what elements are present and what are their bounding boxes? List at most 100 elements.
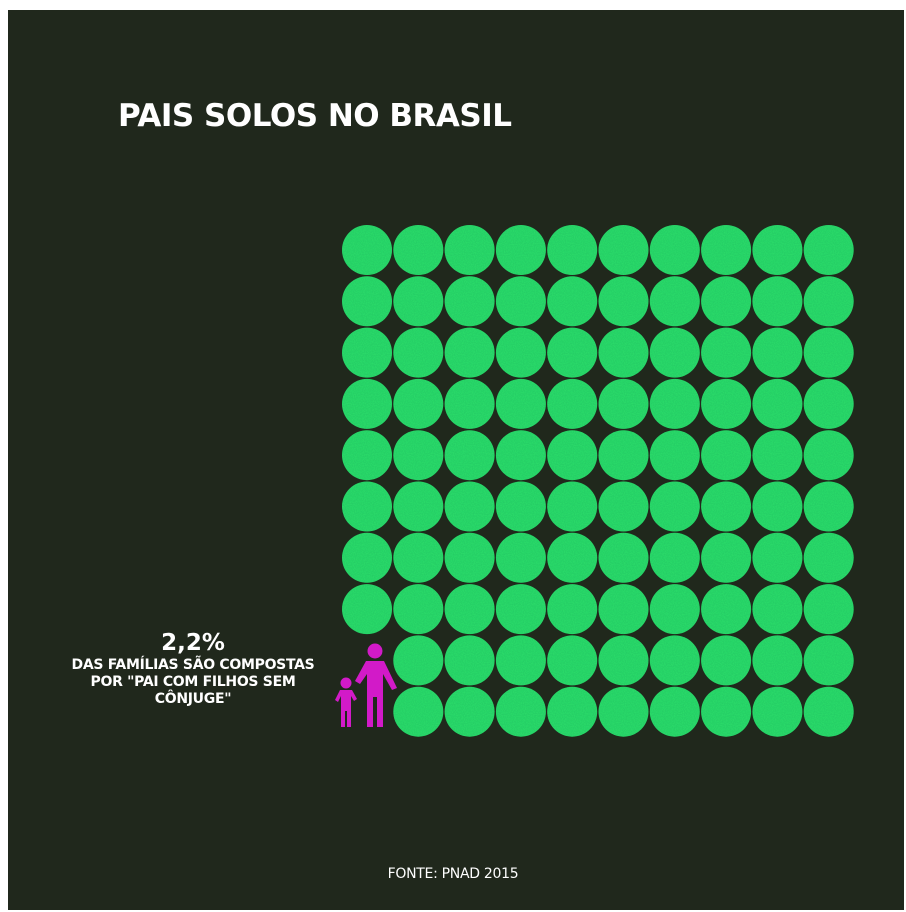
waffle-dot	[804, 635, 854, 685]
waffle-dot	[599, 482, 649, 532]
waffle-dot	[752, 533, 802, 583]
waffle-dot	[547, 687, 597, 737]
waffle-dot	[650, 430, 700, 480]
waffle-dot	[445, 687, 495, 737]
waffle-dot	[342, 482, 392, 532]
waffle-dot	[342, 276, 392, 326]
waffle-dot	[445, 584, 495, 634]
waffle-dot	[599, 584, 649, 634]
waffle-dot	[445, 430, 495, 480]
waffle-dot	[752, 328, 802, 378]
waffle-dot	[804, 687, 854, 737]
waffle-dot	[701, 687, 751, 737]
waffle-dot	[342, 430, 392, 480]
waffle-dot	[445, 482, 495, 532]
waffle-dot	[599, 687, 649, 737]
waffle-dot	[752, 225, 802, 275]
waffle-dot	[701, 328, 751, 378]
waffle-dot	[445, 533, 495, 583]
waffle-dot	[752, 635, 802, 685]
waffle-dot	[599, 379, 649, 429]
waffle-dot	[342, 584, 392, 634]
waffle-dot	[701, 533, 751, 583]
waffle-dot	[752, 482, 802, 532]
waffle-dot	[804, 379, 854, 429]
callout-value: 2,2%	[66, 630, 320, 657]
waffle-dot	[650, 482, 700, 532]
waffle-dot	[445, 328, 495, 378]
waffle-dot	[752, 379, 802, 429]
waffle-dots	[342, 225, 854, 737]
waffle-dot	[701, 379, 751, 429]
waffle-dot	[393, 687, 443, 737]
waffle-dot	[393, 276, 443, 326]
callout-text: DAS FAMÍLIAS SÃO COMPOSTAS POR "PAI COM …	[66, 657, 320, 708]
waffle-dot	[701, 482, 751, 532]
waffle-dot	[804, 328, 854, 378]
father-with-child-icon	[335, 644, 397, 728]
waffle-dot	[547, 482, 597, 532]
waffle-dot	[393, 482, 443, 532]
waffle-dot	[342, 379, 392, 429]
waffle-dot	[496, 379, 546, 429]
waffle-dot	[342, 225, 392, 275]
waffle-dot	[547, 584, 597, 634]
waffle-dot	[599, 276, 649, 326]
waffle-dot	[445, 379, 495, 429]
waffle-dot	[445, 276, 495, 326]
waffle-dot	[650, 379, 700, 429]
waffle-dot	[804, 430, 854, 480]
waffle-dot	[342, 328, 392, 378]
waffle-dot	[496, 533, 546, 583]
waffle-dot	[752, 687, 802, 737]
waffle-dot	[701, 225, 751, 275]
waffle-dot	[752, 430, 802, 480]
waffle-dot	[599, 430, 649, 480]
child-body	[335, 690, 357, 727]
waffle-dot	[599, 635, 649, 685]
waffle-dot	[599, 328, 649, 378]
waffle-dot	[650, 328, 700, 378]
waffle-dot	[701, 430, 751, 480]
waffle-dot	[650, 276, 700, 326]
waffle-dot	[496, 635, 546, 685]
waffle-dot	[496, 225, 546, 275]
father-head	[368, 644, 383, 659]
waffle-dot	[393, 379, 443, 429]
waffle-dot	[701, 635, 751, 685]
father-body	[355, 661, 397, 727]
waffle-dot	[496, 687, 546, 737]
waffle-dot	[599, 225, 649, 275]
waffle-dot	[650, 533, 700, 583]
waffle-dot	[445, 225, 495, 275]
waffle-dot	[393, 225, 443, 275]
waffle-dot	[342, 533, 392, 583]
waffle-dot	[547, 276, 597, 326]
waffle-dot	[393, 328, 443, 378]
child-head	[341, 678, 352, 689]
waffle-dot	[804, 276, 854, 326]
waffle-dot	[650, 687, 700, 737]
waffle-dot	[701, 276, 751, 326]
waffle-dot	[547, 328, 597, 378]
waffle-dot	[547, 225, 597, 275]
callout: 2,2% DAS FAMÍLIAS SÃO COMPOSTAS POR "PAI…	[66, 630, 320, 708]
waffle-dot	[547, 379, 597, 429]
waffle-dot	[496, 276, 546, 326]
waffle-dot	[547, 430, 597, 480]
waffle-dot	[393, 430, 443, 480]
waffle-dot	[650, 225, 700, 275]
waffle-dot	[547, 533, 597, 583]
waffle-dot	[496, 482, 546, 532]
waffle-dot	[650, 584, 700, 634]
waffle-dot	[804, 482, 854, 532]
waffle-dot	[804, 225, 854, 275]
waffle-dot	[752, 276, 802, 326]
waffle-dot	[496, 430, 546, 480]
waffle-dot	[804, 533, 854, 583]
waffle-dot	[547, 635, 597, 685]
waffle-dot	[599, 533, 649, 583]
waffle-dot	[650, 635, 700, 685]
waffle-dot	[701, 584, 751, 634]
